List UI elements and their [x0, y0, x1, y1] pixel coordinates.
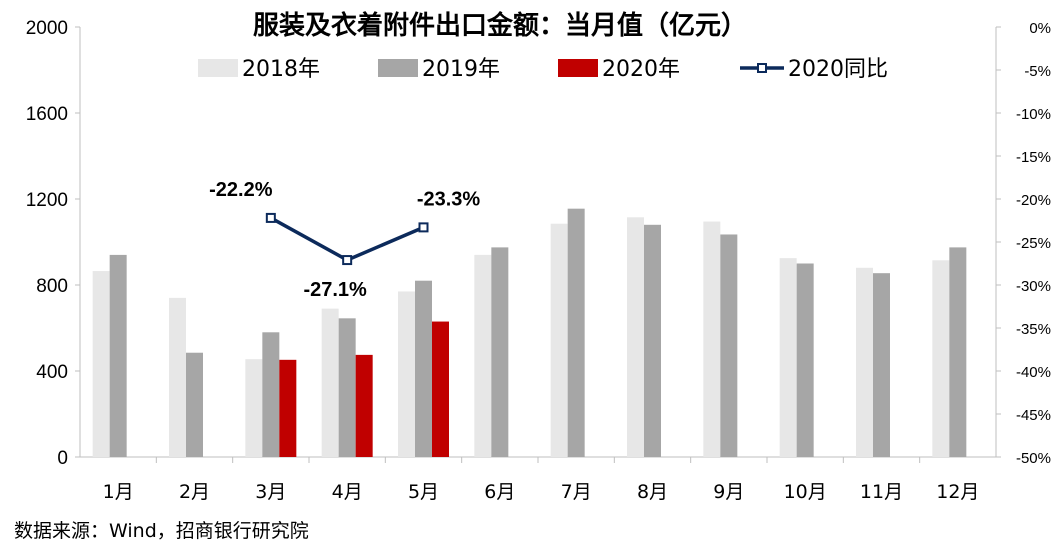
y-right-tick-label: -15%	[1016, 149, 1051, 166]
bar-2020年-5月	[432, 321, 449, 457]
yoy-marker	[265, 212, 276, 223]
y-right-tick-label: 0%	[1029, 20, 1051, 37]
bar-2018年-3月	[245, 359, 263, 457]
bar-2018年-2月	[169, 297, 186, 457]
axes: 0 400 800 1200 1600 2000 0% -5% -10% -15% -20% -25%…	[26, 18, 1051, 469]
bar-2018年-4月	[321, 308, 339, 457]
x-tick-label: 11月	[860, 481, 903, 503]
yoy-data-label: -23.3%	[417, 188, 481, 210]
bar-2018年-9月	[703, 221, 721, 457]
y-right-tick-label: -35%	[1016, 321, 1051, 338]
x-tick-label: 8月	[637, 481, 668, 503]
bar-2019年-11月	[873, 273, 890, 457]
y-left-tick-label: 1600	[26, 104, 68, 125]
bar-2018年-1月	[92, 271, 110, 457]
y-right-tick-label: -25%	[1016, 235, 1051, 252]
y-right-tick-label: -5%	[1024, 63, 1051, 80]
x-tick-label: 1月	[103, 481, 134, 503]
bar-2019年-6月	[491, 247, 509, 457]
bar-2019年-4月	[338, 318, 356, 457]
legend-swatch-marker	[757, 63, 767, 73]
source-note: 数据来源：Wind，招商银行研究院	[14, 520, 309, 542]
x-tick-label: 3月	[255, 481, 286, 503]
legend-swatch-2019年	[378, 59, 418, 77]
x-tick-label: 9月	[713, 481, 744, 503]
y-right-tick-label: -45%	[1016, 407, 1051, 424]
yoy-data-label: -22.2%	[209, 179, 273, 201]
bar-2019年-2月	[186, 352, 203, 457]
y-left-tick-label: 400	[36, 362, 68, 383]
yoy-line-path	[269, 216, 425, 263]
legend-swatch-2020年	[558, 59, 598, 77]
legend-label-2018年: 2018年	[242, 57, 320, 82]
bar-2019年-3月	[262, 332, 280, 457]
bar-2019年-1月	[109, 254, 127, 457]
y-left-tick-label: 800	[36, 276, 68, 297]
legend-swatch-2018年	[198, 59, 238, 77]
bar-2019年-12月	[949, 247, 967, 457]
bar-2019年-5月	[415, 280, 432, 457]
x-tick-label: 10月	[784, 481, 827, 503]
y-right-tick-label: -20%	[1016, 192, 1051, 209]
yoy-marker	[418, 222, 429, 233]
x-axis-labels: 1月 2月 3月 4月 5月 6月 7月 8月 9月 10月 11月 12月	[103, 481, 980, 503]
bar-2018年-7月	[550, 223, 568, 457]
bar-2020年-4月	[355, 354, 373, 457]
x-tick-label: 7月	[561, 481, 592, 503]
bar-2019年-9月	[720, 234, 738, 457]
x-tick-label: 4月	[332, 481, 363, 503]
bar-2019年-10月	[796, 263, 814, 457]
legend-label-2020年: 2020年	[602, 57, 680, 82]
bar-2018年-10月	[779, 258, 797, 457]
x-tick-label: 6月	[484, 481, 515, 503]
yoy-marker	[342, 255, 353, 266]
legend-label-2019年: 2019年	[422, 57, 500, 82]
y-left-tick-label: 2000	[26, 18, 68, 39]
bar-2020年-3月	[279, 359, 297, 457]
bar-2019年-7月	[567, 208, 585, 457]
bar-2018年-6月	[474, 254, 492, 457]
bars	[92, 208, 967, 457]
bar-2018年-5月	[398, 291, 415, 457]
chart-title: 服装及衣着附件出口金额：当月值（亿元）	[253, 10, 747, 41]
x-tick-label: 2月	[179, 481, 210, 503]
y-right-tick-label: -50%	[1016, 450, 1051, 467]
y-right-tick-label: -30%	[1016, 278, 1051, 295]
bar-2019年-8月	[644, 224, 661, 457]
yoy-line: -22.2% -27.1% -23.3%	[209, 179, 480, 301]
yoy-data-label: -27.1%	[303, 279, 367, 301]
y-left-tick-label: 0	[57, 448, 68, 469]
legend-label-2020同比: 2020同比	[788, 57, 888, 82]
y-left-tick-label: 1200	[26, 190, 68, 211]
x-tick-label: 12月	[936, 481, 979, 503]
y-right-tick-label: -40%	[1016, 364, 1051, 381]
x-tick-label: 5月	[408, 481, 439, 503]
bar-2018年-11月	[856, 267, 873, 457]
legend: 2018年 2019年 2020年 2020同比	[198, 57, 888, 82]
y-right-tick-label: -10%	[1016, 106, 1051, 123]
bar-2018年-12月	[932, 260, 950, 457]
bar-2018年-8月	[627, 217, 644, 457]
